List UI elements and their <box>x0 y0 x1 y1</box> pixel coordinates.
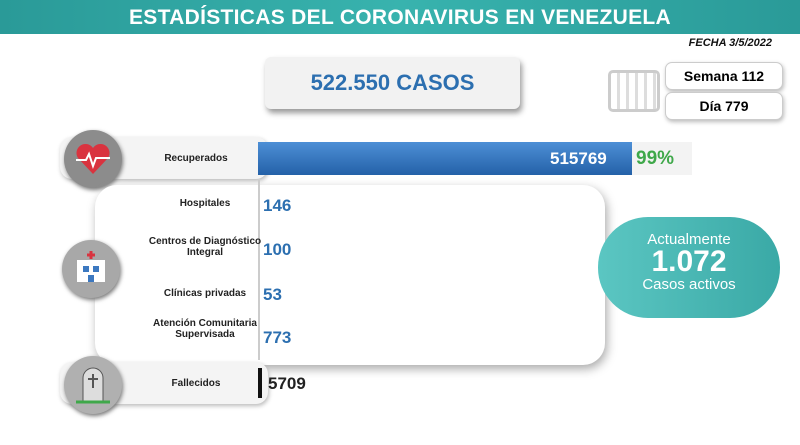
title: ESTADÍSTICAS DEL CORONAVIRUS EN VENEZUEL… <box>128 6 672 29</box>
hospital-icon <box>62 240 120 298</box>
hospital <box>77 251 105 282</box>
day: Día 779 <box>665 92 783 120</box>
recovered-value: 515769 <box>550 149 607 168</box>
locations-panel <box>95 185 605 365</box>
location-value: 146 <box>263 196 292 215</box>
active-caption: Casos activos <box>642 276 736 293</box>
location-label: Centros de Diagnóstico Integral <box>148 236 262 258</box>
total-cases: 522.550 CASOS <box>265 57 520 109</box>
recovered-bar <box>258 142 632 175</box>
location-label: Atención Comunitaria Supervisada <box>153 318 257 340</box>
header-banner <box>0 0 800 34</box>
recovered-bar-rest <box>632 142 692 175</box>
date: FECHA 3/5/2022 <box>688 37 772 49</box>
recovered-percent: 99% <box>636 148 675 169</box>
active-heading: Actualmente <box>647 231 731 248</box>
week: Semana 112 <box>665 62 783 90</box>
location-value: 100 <box>263 240 292 259</box>
recovered-label: Recuperados <box>164 153 228 164</box>
deceased-label: Fallecidos <box>171 378 221 389</box>
divider <box>258 180 260 360</box>
deceased-bar <box>258 368 262 398</box>
heart <box>76 143 110 174</box>
calendar-icon <box>608 70 660 112</box>
location-label: Hospitales <box>179 198 231 209</box>
active-cases: Actualmente 1.072 Casos activos <box>598 217 780 318</box>
active-value: 1.072 <box>651 245 727 278</box>
deceased-value: 5709 <box>268 374 306 393</box>
location-value: 53 <box>263 285 282 304</box>
location-value: 773 <box>263 328 292 347</box>
grave <box>76 367 110 404</box>
grave-icon <box>64 356 122 414</box>
location-label: Clínicas privadas <box>163 288 247 299</box>
heart-icon <box>64 130 122 188</box>
